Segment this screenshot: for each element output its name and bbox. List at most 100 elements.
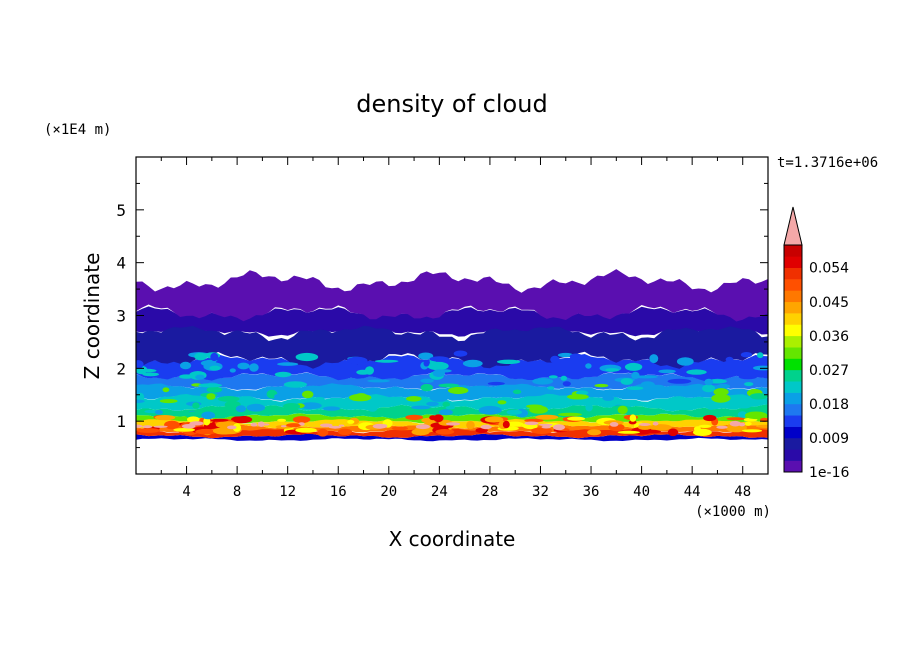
contour-patch	[154, 409, 163, 415]
colorbar-swatch	[784, 403, 802, 416]
contour-patch	[448, 386, 469, 395]
x-tick-label: 36	[583, 484, 600, 500]
y-tick-label: 1	[116, 412, 126, 431]
contour-patch	[726, 417, 746, 421]
x-tick-label: 16	[330, 484, 347, 500]
x-axis-unit: (×1000 m)	[695, 504, 771, 520]
contour-patch	[453, 350, 468, 357]
contour-patch	[594, 383, 609, 388]
contour-patch-extend	[716, 425, 728, 429]
contour-patch	[192, 402, 200, 409]
x-axis-ticks: 4 8 12 16 20 24 28 32 36 40 44 48	[160, 157, 751, 500]
contour-patch	[210, 352, 219, 362]
x-tick-label: 28	[481, 484, 498, 500]
contour-patch	[433, 414, 444, 423]
contour-patch-extend	[320, 423, 333, 428]
contour-patch	[136, 428, 161, 433]
contour-patch	[532, 378, 554, 385]
contour-patch	[502, 420, 510, 429]
contour-patch	[738, 374, 758, 380]
colorbar-swatch	[784, 358, 802, 371]
contour-patch	[620, 378, 633, 385]
contour-patch	[295, 427, 317, 433]
contour-patch	[445, 406, 456, 410]
contour-patch	[720, 369, 734, 374]
contour-patch-extend	[328, 425, 342, 429]
contour-patch	[203, 417, 211, 426]
contour-patch	[735, 402, 752, 409]
x-tick-label: 24	[431, 484, 448, 500]
contour-patch	[228, 413, 246, 417]
chart-title: density of cloud	[356, 90, 547, 118]
contour-patch	[548, 375, 558, 379]
contour-patch	[346, 356, 368, 365]
x-axis-label: X coordinate	[389, 527, 516, 551]
colorbar-swatch	[784, 335, 802, 348]
colorbar-label: 0.045	[809, 295, 849, 311]
contour-patch	[506, 421, 524, 427]
contour-patch	[219, 369, 230, 378]
colorbar: 1e-16 0.009 0.018 0.027 0.036 0.045 0.054	[783, 206, 849, 481]
contour-patch	[535, 414, 559, 420]
contour-patch	[136, 368, 157, 373]
x-tick-label: 32	[532, 484, 549, 500]
contour-patch	[585, 363, 592, 369]
contour-patch	[427, 361, 449, 371]
contour-patch	[206, 393, 216, 400]
contour-patch	[617, 430, 640, 434]
colorbar-label: 0.036	[809, 329, 849, 345]
colorbar-label: 0.054	[809, 261, 849, 277]
contour-patch	[432, 369, 445, 378]
colorbar-label: 0.027	[809, 363, 849, 379]
cloud-layer-10	[136, 321, 768, 369]
contour-patch	[462, 359, 483, 368]
contour-patch	[154, 415, 176, 421]
contour-patch	[201, 411, 216, 420]
colorbar-label: 0.018	[809, 397, 849, 413]
colorbar-swatch	[784, 460, 802, 473]
colorbar-swatch	[784, 267, 802, 280]
contour-patch	[744, 421, 752, 426]
contour-patch	[585, 403, 593, 412]
contour-patch	[418, 352, 434, 360]
colorbar-swatch	[784, 369, 802, 382]
contour-patch	[693, 426, 701, 432]
contour-patch	[231, 415, 253, 424]
contour-patch	[274, 393, 285, 400]
cloud-density-field	[136, 269, 768, 442]
colorbar-swatch	[784, 437, 802, 450]
y-tick-label: 3	[116, 307, 126, 326]
colorbar-swatch	[784, 301, 802, 314]
contour-patch	[429, 393, 449, 402]
contour-patch	[435, 429, 455, 435]
contour-patch	[749, 393, 768, 400]
contour-patch	[602, 395, 615, 401]
contour-patch	[438, 383, 460, 388]
contour-patch	[313, 397, 325, 401]
contour-patch	[703, 414, 717, 422]
contour-patch	[292, 416, 311, 424]
contour-patch	[423, 360, 430, 367]
contour-patch	[560, 375, 567, 381]
contour-patch	[206, 386, 222, 393]
contour-patch	[667, 428, 679, 437]
x-tick-label: 12	[279, 484, 296, 500]
contour-patch	[142, 372, 159, 377]
colorbar-swatch	[784, 381, 802, 393]
contour-patch	[725, 356, 734, 363]
contour-patch	[524, 418, 544, 423]
contour-patch	[643, 429, 661, 434]
y-axis-unit: (×1E4 m)	[44, 122, 111, 138]
colorbar-label: 0.009	[809, 431, 849, 447]
contour-patch	[512, 389, 522, 394]
contour-patch	[337, 428, 352, 435]
contour-patch	[195, 428, 218, 435]
contour-patch	[562, 381, 571, 387]
contour-patch	[558, 412, 582, 417]
contour-patch	[652, 384, 665, 389]
contour-patch	[283, 381, 307, 388]
contour-patch-extend	[280, 425, 287, 428]
contour-patch-extend	[338, 424, 345, 427]
contour-patch	[497, 400, 507, 405]
